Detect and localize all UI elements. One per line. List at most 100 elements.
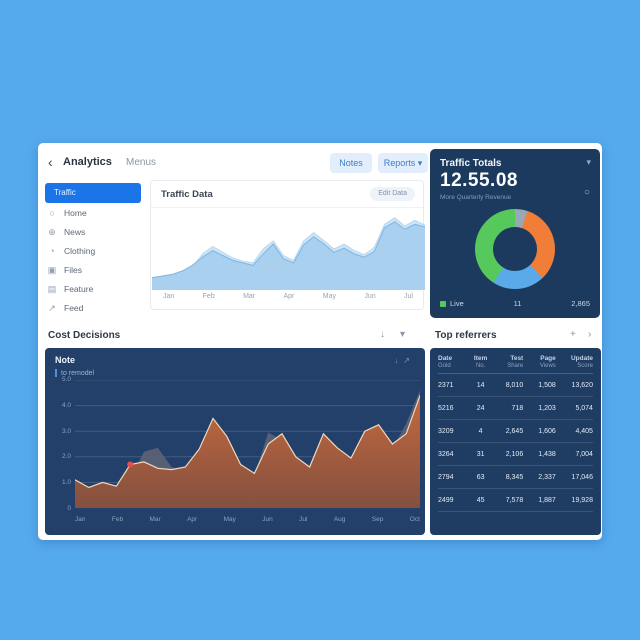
table-row[interactable]: 3264 31 2,106 1,438 7,004 — [438, 443, 593, 466]
cell: 2,106 — [505, 450, 524, 458]
arrow-right-icon[interactable]: › — [588, 329, 592, 340]
accent-bar — [55, 369, 57, 377]
x-axis-labels: Jan Feb Mar Apr May Jun Jul Aug Sep Oct — [75, 516, 420, 523]
column-subheader: Score — [577, 363, 593, 369]
column-header[interactable]: Page — [540, 355, 556, 362]
table-row[interactable]: 2794 63 8,345 2,337 17,046 — [438, 466, 593, 489]
cell: 13,620 — [571, 381, 593, 389]
x-axis-label: Jan — [75, 516, 86, 523]
news-icon: ⊕ — [48, 226, 56, 237]
cell: 2371 — [438, 381, 454, 389]
x-axis-label: Sep — [371, 516, 384, 523]
table-row[interactable]: 2499 45 7,578 1,887 19,928 — [438, 489, 593, 512]
cell: 718 — [511, 404, 524, 412]
sidebar-item-feed[interactable]: ↗ Feed — [47, 300, 141, 316]
cell: 3264 — [438, 450, 454, 458]
column-header[interactable]: Date — [438, 355, 453, 362]
sidebar-item-clothing[interactable]: ◔ Clothing — [47, 243, 141, 259]
sidebar-item-label: Home — [64, 208, 87, 218]
section-title-top-referrers: Top referrers — [435, 330, 497, 341]
cell: 1,438 — [538, 450, 556, 458]
cell: 17,046 — [571, 473, 593, 481]
x-axis-label: Feb — [202, 293, 215, 300]
cell: 1,606 — [538, 427, 556, 435]
notes-button[interactable]: Notes — [330, 153, 372, 173]
sidebar-item-selected[interactable]: Traffic — [45, 183, 141, 203]
table-row[interactable]: 5216 24 718 1,203 5,074 — [438, 397, 593, 420]
legend-item-total: 2,865 — [571, 299, 590, 308]
cell: 1,203 — [538, 404, 556, 412]
sidebar-item-feature[interactable]: ▤ Feature — [47, 281, 141, 297]
cell: 5,074 — [575, 404, 593, 412]
cell: 4,405 — [575, 427, 593, 435]
column-header[interactable]: Item — [473, 355, 488, 362]
x-axis-labels: Jan Feb Mar Apr May Jun Jul — [163, 293, 413, 300]
cell: 7,004 — [575, 450, 593, 458]
chevron-down-icon[interactable]: ▾ — [400, 329, 406, 340]
chart-toolbar-icons[interactable]: ↓↗ — [394, 356, 415, 365]
traffic-subtitle: More Quarterly Revenue — [440, 194, 512, 201]
traffic-total-value: 12.55.08 — [440, 170, 518, 191]
x-axis-label: Jul — [299, 516, 308, 523]
table-header-row: Date Gold Item No. Test Share Page Views Upd… — [438, 355, 593, 374]
y-axis-label: 5.0 — [61, 376, 71, 383]
panel-title: Traffic Totals — [440, 158, 502, 169]
download-icon[interactable]: ↓ — [380, 329, 385, 340]
traffic-totals-panel: Traffic Totals ▾ 12.55.08 More Quarterly… — [430, 149, 600, 318]
cell: 8,345 — [505, 473, 524, 481]
sidebar-item-label: Files — [64, 265, 82, 275]
edit-data-button[interactable]: Edit Data — [370, 187, 415, 201]
reports-dropdown-button[interactable]: Reports ▾ — [378, 153, 428, 173]
cell: 2,645 — [505, 427, 524, 435]
cell: 2794 — [438, 473, 454, 481]
cell: 3209 — [438, 427, 454, 435]
cell: 2,337 — [538, 473, 556, 481]
column-subheader: Gold — [438, 363, 451, 369]
x-axis-label: Apr — [283, 293, 295, 300]
legend-label: 11 — [513, 299, 522, 308]
sidebar-item-label: Clothing — [64, 246, 96, 256]
x-axis-label: Apr — [187, 516, 198, 523]
column-header[interactable]: Test — [510, 355, 524, 362]
cell: 7,578 — [505, 496, 524, 504]
panel-menu-icon[interactable]: ▾ — [586, 157, 591, 167]
sidebar-item-label: Feature — [64, 284, 94, 294]
chart-title: Traffic Data — [161, 189, 213, 200]
chart-subtitle-row: to remodel — [55, 369, 94, 377]
x-axis-label: Jun — [364, 293, 376, 300]
divider — [151, 207, 423, 208]
y-axis-label: 0 — [67, 504, 71, 512]
table-row[interactable]: 3209 4 2,645 1,606 4,405 — [438, 420, 593, 443]
cell: 2499 — [438, 496, 454, 504]
cell: 19,928 — [571, 496, 593, 504]
x-axis-label: Mar — [243, 293, 256, 300]
legend-swatch — [440, 300, 446, 307]
x-axis-label: May — [223, 516, 236, 523]
table-row[interactable]: 2371 14 8,010 1,508 13,620 — [438, 374, 593, 397]
sidebar-item-label: News — [64, 227, 86, 237]
sidebar-item-files[interactable]: ▣ Files — [47, 262, 141, 278]
top-referrers-table: Date Gold Item No. Test Share Page Views Upd… — [430, 348, 601, 535]
traffic-area-chart — [152, 217, 425, 290]
plus-icon[interactable]: + — [570, 329, 576, 340]
refresh-icon[interactable]: ○ — [583, 187, 590, 198]
y-axis-label: 1.0 — [61, 479, 71, 487]
donut-hole — [493, 227, 537, 271]
cell: 8,010 — [505, 381, 524, 389]
legend-label: 2,865 — [571, 299, 590, 308]
sidebar-item-home[interactable]: ○ Home — [47, 205, 141, 221]
home-icon: ○ — [49, 208, 55, 218]
cell: 4 — [478, 427, 483, 435]
column-subheader: Share — [507, 363, 524, 369]
chart-subtitle: to remodel — [61, 369, 95, 377]
y-axis-label: 3.0 — [61, 427, 71, 435]
cell: 1,508 — [538, 381, 556, 389]
sidebar-item-news[interactable]: ⊕ News — [47, 224, 141, 240]
cell: 45 — [476, 496, 485, 504]
clothing-icon: ◔ — [49, 246, 55, 256]
legend-item-live: Live — [440, 299, 464, 308]
back-chevron-icon[interactable]: ‹ — [48, 154, 53, 170]
column-header[interactable]: Update — [570, 355, 593, 362]
x-axis-label: Mar — [149, 516, 161, 523]
